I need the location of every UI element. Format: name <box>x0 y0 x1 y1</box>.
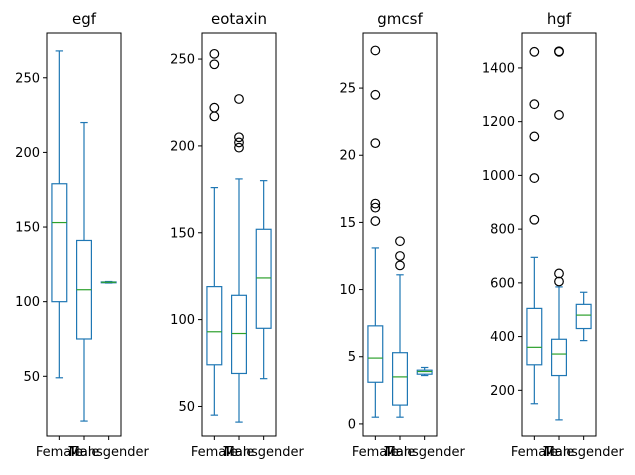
y-tick-label: 800 <box>490 223 515 238</box>
y-tick-label: 1000 <box>482 169 515 184</box>
panel-title: egf <box>72 10 97 28</box>
x-tick-label: Female <box>191 445 238 460</box>
x-tick-label: Male <box>385 445 416 460</box>
outlier-point <box>395 236 405 247</box>
x-tick-label: Transgender <box>383 445 465 460</box>
outlier-point <box>209 111 220 122</box>
box-Transgender <box>575 291 592 342</box>
outlier-point <box>209 48 220 59</box>
box-iqr <box>575 303 592 330</box>
box-iqr <box>206 286 223 366</box>
y-tick-label: 50 <box>23 370 40 385</box>
y-tick-label: 200 <box>170 139 195 154</box>
outlier-point <box>529 131 540 142</box>
y-tick-label: 50 <box>178 400 195 415</box>
box-Transgender <box>100 280 117 284</box>
outlier-point <box>370 89 381 100</box>
box-iqr <box>392 352 409 406</box>
y-tick-label: 0 <box>348 417 356 432</box>
box-Male <box>550 46 567 421</box>
y-tick-label: 250 <box>15 71 40 86</box>
box-Male <box>75 121 92 422</box>
y-tick-label: 5 <box>348 350 356 365</box>
outlier-point <box>234 94 244 104</box>
y-tick-label: 25 <box>339 82 356 97</box>
y-tick-label: 400 <box>490 330 515 345</box>
box-iqr <box>51 183 68 303</box>
y-tick-label: 100 <box>15 295 40 310</box>
y-tick-label: 20 <box>339 149 356 164</box>
axes-frame <box>362 32 438 437</box>
box-iqr <box>416 369 433 375</box>
panel-title: gmcsf <box>377 10 423 28</box>
axes-frame <box>521 32 597 437</box>
outlier-point <box>234 132 244 143</box>
axes-frame <box>201 32 277 437</box>
panel-hgf: hgf 200 400 600 800 1000 1200 1400 FemaleMaleTra… <box>482 10 625 460</box>
panel-title: eotaxin <box>211 10 267 28</box>
x-tick-label: Female <box>511 445 558 460</box>
box-Female <box>526 46 543 405</box>
panel-eotaxin: eotaxin 50 100 150 200 250 FemaleMaleTransgend… <box>170 10 304 460</box>
y-tick-label: 150 <box>170 226 195 241</box>
outlier-point <box>370 45 381 56</box>
outlier-point <box>529 214 540 225</box>
outlier-point <box>395 260 405 271</box>
outlier-point <box>234 137 244 148</box>
y-tick-label: 200 <box>15 146 40 161</box>
outlier-point <box>529 99 540 110</box>
y-tick-label: 600 <box>490 276 515 291</box>
y-tick-label: 10 <box>339 283 356 298</box>
outlier-point <box>554 268 564 279</box>
box-iqr <box>255 228 272 329</box>
outlier-point <box>209 59 220 70</box>
box-iqr <box>231 294 248 375</box>
outlier-point <box>209 102 220 113</box>
x-tick-label: Female <box>352 445 399 460</box>
y-tick-label: 100 <box>170 313 195 328</box>
outlier-point <box>395 251 405 261</box>
x-tick-label: Transgender <box>67 445 149 460</box>
outlier-point <box>370 198 381 209</box>
y-tick-label: 15 <box>339 216 356 231</box>
outlier-point <box>554 46 564 57</box>
box-Female <box>367 45 384 418</box>
outlier-point <box>370 138 381 149</box>
box-iqr <box>367 325 384 383</box>
box-Male <box>231 94 248 423</box>
box-iqr <box>550 338 567 377</box>
x-tick-label: Transgender <box>222 445 304 460</box>
y-tick-label: 250 <box>170 53 195 68</box>
box-Female <box>51 50 68 379</box>
box-Transgender <box>416 366 433 377</box>
outlier-point <box>529 46 540 57</box>
x-tick-label: Male <box>69 445 100 460</box>
box-Female <box>206 48 223 416</box>
axes-frame <box>46 32 122 437</box>
box-iqr <box>526 307 543 366</box>
x-tick-label: Male <box>544 445 575 460</box>
x-tick-label: Male <box>224 445 255 460</box>
outlier-point <box>529 173 540 183</box>
y-tick-label: 200 <box>490 384 515 399</box>
outlier-point <box>554 110 564 120</box>
y-tick-label: 1400 <box>482 61 515 76</box>
x-tick-label: Transgender <box>542 445 624 460</box>
outlier-point <box>370 216 381 226</box>
box-Male <box>392 236 409 418</box>
y-tick-label: 1200 <box>482 115 515 130</box>
outlier-point <box>370 202 381 213</box>
box-Transgender <box>255 180 272 380</box>
y-tick-label: 150 <box>15 221 40 236</box>
outlier-point <box>234 142 244 153</box>
x-tick-label: Female <box>36 445 83 460</box>
panel-title: hgf <box>547 10 572 28</box>
outlier-point <box>554 276 564 287</box>
